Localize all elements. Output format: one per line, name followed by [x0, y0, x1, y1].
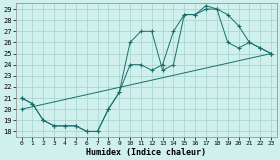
X-axis label: Humidex (Indice chaleur): Humidex (Indice chaleur) — [86, 148, 206, 156]
